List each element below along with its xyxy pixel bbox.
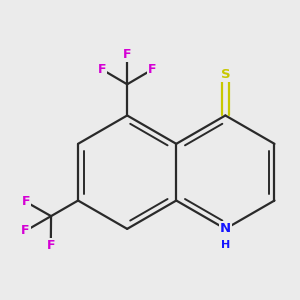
- Text: F: F: [46, 239, 55, 252]
- Text: F: F: [22, 195, 30, 208]
- Text: H: H: [221, 240, 230, 250]
- Text: F: F: [21, 224, 30, 237]
- Text: F: F: [98, 63, 106, 76]
- Text: F: F: [123, 48, 131, 61]
- Text: N: N: [220, 222, 231, 236]
- Text: F: F: [148, 63, 157, 76]
- Text: S: S: [220, 68, 230, 81]
